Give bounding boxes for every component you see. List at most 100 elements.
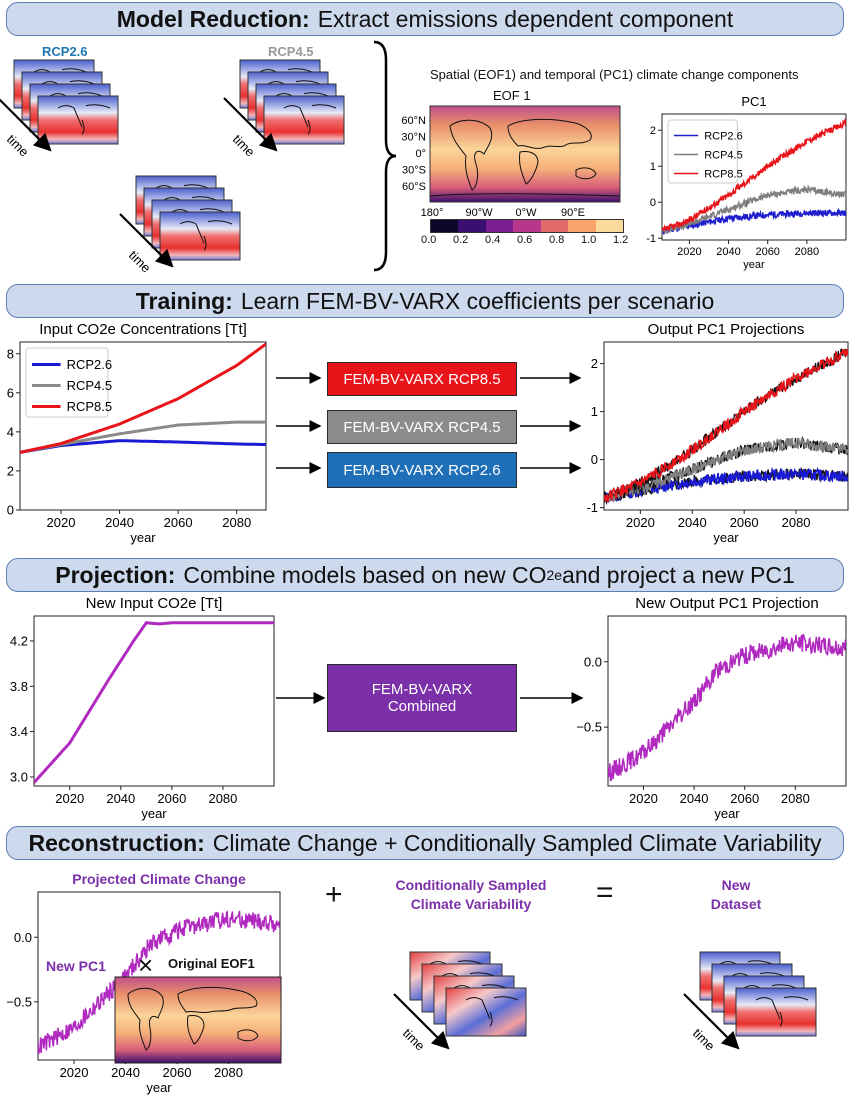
legend-label: RCP2.6 bbox=[67, 357, 113, 372]
y-tick-label: 0.0 bbox=[14, 930, 32, 945]
map-frame bbox=[445, 987, 527, 1037]
y-tick-label: 2 bbox=[591, 356, 598, 371]
x-axis-label: year bbox=[130, 530, 156, 545]
banner-title: Reconstruction: bbox=[28, 829, 205, 856]
time-label: time bbox=[126, 248, 154, 272]
x-tick-label: 2080 bbox=[782, 515, 811, 530]
map-frame bbox=[159, 211, 241, 261]
chart-title: Projected Climate Change bbox=[72, 871, 246, 887]
variability-line2: Climate Variability bbox=[410, 896, 532, 912]
x-tick-label: 2040 bbox=[716, 246, 740, 258]
banner-text: Extract emissions dependent component bbox=[317, 5, 734, 32]
chart-title: PC1 bbox=[741, 94, 766, 109]
model-line1: FEM-BV-VARX bbox=[371, 681, 473, 698]
y-tick-label: 3.0 bbox=[10, 769, 28, 784]
map-stack-rcp45 bbox=[239, 59, 345, 145]
plot-frame bbox=[661, 113, 847, 241]
colorbar-segment bbox=[513, 220, 541, 232]
new-dataset-line2: Dataset bbox=[710, 896, 762, 912]
times-symbol: × bbox=[138, 950, 154, 980]
chart-new-input-co2: New Input CO2e [Tt] 2020 2040 2060 2080 3.0 3.… bbox=[10, 595, 275, 821]
x-tick-label: 2060 bbox=[730, 515, 759, 530]
series-line bbox=[662, 117, 846, 232]
series-group bbox=[662, 117, 846, 236]
y-tick-label: 6 bbox=[7, 385, 14, 400]
x-tick-label: 2040 bbox=[105, 515, 134, 530]
eof-map-field bbox=[429, 105, 621, 203]
time-arrow bbox=[393, 993, 450, 1050]
scenario-label: RCP4.5 bbox=[268, 44, 314, 59]
y-tick-label: 0 bbox=[7, 503, 14, 518]
model-box-combined: FEM-BV-VARX Combined bbox=[327, 664, 517, 732]
chart-title: Input CO2e Concentrations [Tt] bbox=[39, 321, 247, 338]
variability-line1: Conditionally Sampled bbox=[395, 877, 547, 893]
y-tick-label: 1 bbox=[591, 404, 598, 419]
plot-frame bbox=[19, 341, 267, 511]
chart-title: New Output PC1 Projection bbox=[635, 595, 818, 612]
y-tick-label: 8 bbox=[7, 346, 14, 361]
x-tick-label: 2040 bbox=[111, 1065, 140, 1080]
training-arrows bbox=[276, 372, 582, 474]
x-tick-label: 2040 bbox=[680, 791, 709, 806]
colorbar-tick: 0.6 bbox=[517, 234, 533, 246]
time-label: time bbox=[400, 1026, 428, 1054]
banner-text: Combine models based on new CO bbox=[183, 561, 547, 588]
legend-label: RCP4.5 bbox=[704, 149, 743, 161]
time-arrow bbox=[119, 213, 174, 268]
legend-label: RCP8.5 bbox=[67, 399, 113, 414]
banner-title: Projection: bbox=[55, 561, 176, 588]
y-tick-label: -1 bbox=[586, 500, 598, 515]
series-group bbox=[20, 342, 266, 454]
original-eof-label: Original EOF1 bbox=[168, 956, 255, 971]
x-axis-label: year bbox=[714, 806, 740, 821]
x-tick-label: 2040 bbox=[678, 515, 707, 530]
eof-lon-tick: 180° bbox=[421, 207, 444, 219]
eof-lat-tick: 60°S bbox=[402, 181, 426, 193]
model-line2: Combined bbox=[387, 698, 457, 715]
banner-text: Climate Change + Conditionally Sampled C… bbox=[212, 829, 822, 856]
colorbar-segment bbox=[540, 220, 569, 232]
colorbar-segment bbox=[595, 220, 623, 232]
model-box-rcp85: FEM-BV-VARX RCP8.5 bbox=[327, 362, 517, 396]
new-dataset-frames bbox=[699, 951, 817, 1037]
x-axis-label: year bbox=[713, 530, 739, 545]
x-tick-label: 2080 bbox=[208, 791, 237, 806]
map-stack-rcp85 bbox=[135, 175, 241, 261]
series-line bbox=[604, 348, 848, 503]
colorbar-tick: 0.0 bbox=[421, 234, 437, 246]
chart-title: Output PC1 Projections bbox=[648, 321, 805, 338]
colorbar-tick: 0.8 bbox=[549, 234, 565, 246]
new-pc1-label: New PC1 bbox=[46, 958, 106, 974]
x-tick-label: 2080 bbox=[222, 515, 251, 530]
y-tick-label: -1 bbox=[646, 233, 656, 245]
banner-tail: and project a new PC1 bbox=[562, 561, 795, 588]
y-tick-label: 2 bbox=[650, 125, 656, 137]
eof-map: 60°N 30°N 0° 30°S 60°S 180° 90°W 0°W 90°E bbox=[401, 105, 621, 219]
eof-lat-tick: 60°N bbox=[401, 115, 426, 127]
series-line bbox=[604, 437, 848, 503]
x-tick-label: 2020 bbox=[629, 791, 658, 806]
series-group bbox=[604, 348, 848, 506]
colorbar-tick: 1.0 bbox=[581, 234, 597, 246]
x-axis-label: year bbox=[141, 806, 167, 821]
plus-symbol: + bbox=[325, 878, 343, 911]
plot-frame bbox=[607, 615, 847, 787]
x-tick-label: 2020 bbox=[626, 515, 655, 530]
series-line bbox=[662, 183, 846, 235]
y-tick-label: 0 bbox=[591, 452, 598, 467]
scenario-label: RCP8.5 bbox=[206, 270, 252, 272]
x-tick-label: 2020 bbox=[60, 1065, 89, 1080]
legend-label: RCP2.6 bbox=[704, 130, 743, 142]
banner-training: Training: Learn FEM-BV-VARX coefficients… bbox=[6, 284, 844, 318]
plot-frame bbox=[33, 615, 275, 787]
series-group bbox=[38, 910, 280, 1055]
eof-lon-tick: 0°W bbox=[516, 207, 538, 219]
series-group bbox=[34, 621, 274, 784]
time-label: time bbox=[4, 132, 32, 160]
chart-pc1-small: PC1 2020 2040 2060 2080 -1 0 1 2 year RCP2.6 RCP4.5… bbox=[646, 94, 847, 271]
eof-lon-tick: 90°E bbox=[561, 207, 585, 219]
y-tick-label: 3.8 bbox=[10, 679, 28, 694]
y-tick-label: 4 bbox=[7, 424, 14, 439]
model-box-rcp26: FEM-BV-VARX RCP2.6 bbox=[327, 452, 517, 488]
variability-title: Conditionally Sampled Climate Variabilit… bbox=[376, 876, 566, 914]
